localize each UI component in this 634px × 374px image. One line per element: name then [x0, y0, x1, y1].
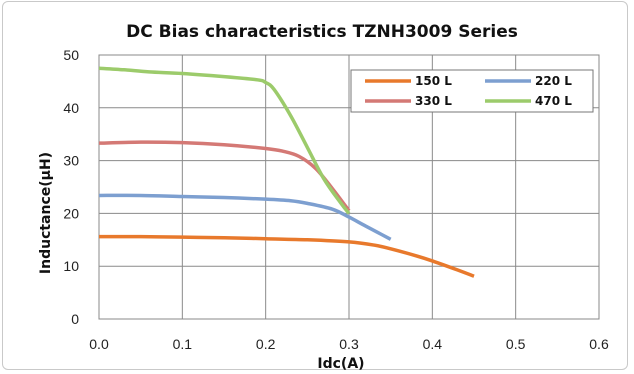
y-tick-label: 30: [63, 153, 79, 169]
series-line-150-l: [98, 234, 475, 278]
series-line-470-l: [98, 66, 351, 215]
x-tick-label: 0.6: [589, 336, 609, 352]
legend-label-150-l: 150 L: [415, 74, 452, 88]
x-tick-label: 0.5: [506, 336, 526, 352]
x-tick-label: 0.0: [89, 336, 109, 352]
chart-title: DC Bias characteristics TZNH3009 Series: [126, 22, 518, 42]
legend: 150 L 220 L 330 L 470 L: [350, 69, 594, 113]
chart-container: DC Bias characteristics TZNH3009 Series …: [2, 1, 628, 371]
legend-label-330-l: 330 L: [415, 94, 452, 108]
y-axis-title: Inductance(µH): [38, 152, 54, 274]
x-axis-title: Idc(A): [317, 356, 364, 371]
y-tick-label: 40: [63, 100, 79, 116]
legend-label-470-l: 470 L: [535, 94, 572, 108]
x-tick-label: 0.3: [339, 336, 359, 352]
legend-label-220-l: 220 L: [535, 74, 572, 88]
series-line-220-l: [98, 193, 392, 241]
axis-ticks: 0.0 0.1 0.2 0.3 0.4 0.5 0.6 0 10 20 30 40 50: [63, 47, 609, 352]
y-tick-label: 20: [63, 205, 79, 221]
chart-svg: DC Bias characteristics TZNH3009 Series …: [38, 22, 609, 371]
series-lines: [98, 66, 475, 278]
y-tick-label: 50: [63, 47, 79, 63]
x-tick-label: 0.4: [423, 336, 443, 352]
y-tick-label: 0: [71, 311, 79, 327]
y-tick-label: 10: [63, 258, 79, 274]
x-tick-label: 0.2: [256, 336, 276, 352]
x-tick-label: 0.1: [173, 336, 193, 352]
legend-box: [350, 69, 594, 113]
